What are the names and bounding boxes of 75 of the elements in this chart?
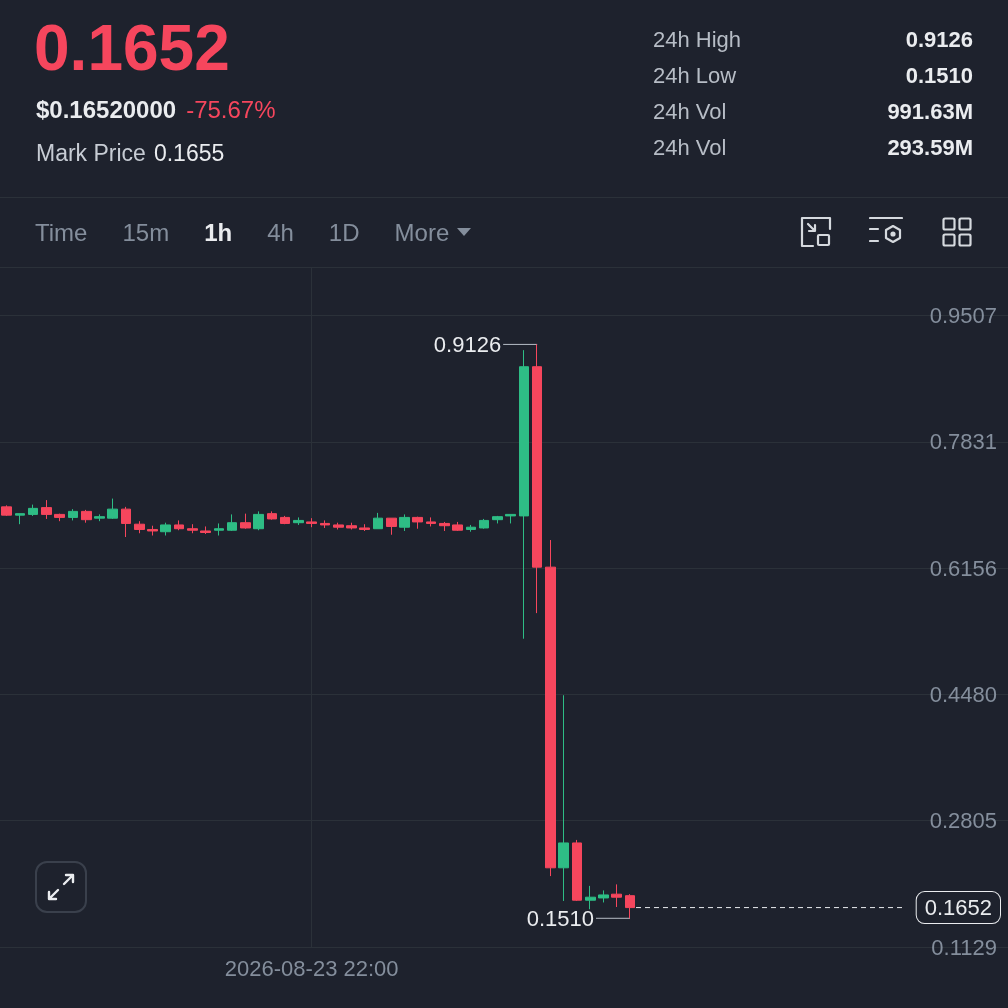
text: 24h High xyxy=(653,26,742,54)
candlestick xyxy=(439,521,450,532)
annotation: 0.9126 xyxy=(433,331,502,357)
candlestick xyxy=(359,523,370,532)
text: Mark Price 0.1655 xyxy=(36,140,225,166)
candlestick xyxy=(625,893,635,919)
text: 24h Low xyxy=(653,62,737,90)
text: 4h xyxy=(267,218,294,247)
candlestick xyxy=(572,839,582,902)
y-tick-label: 0.7831 xyxy=(929,429,997,455)
candlestick xyxy=(333,522,344,530)
text: 0.9126 xyxy=(905,26,973,54)
text: 1D xyxy=(328,218,360,247)
y-tick-label: 0.9507 xyxy=(929,303,997,329)
candlestick xyxy=(399,513,410,532)
candlestick xyxy=(15,513,25,525)
candlestick xyxy=(505,513,516,524)
annotation: 0.1510 xyxy=(526,905,594,931)
candlestick xyxy=(160,522,171,536)
candlestick xyxy=(134,520,145,534)
candlestick xyxy=(479,518,489,530)
candlestick xyxy=(280,515,290,525)
candlestick xyxy=(147,525,158,536)
candlestick xyxy=(28,504,38,517)
candlestick xyxy=(492,515,503,524)
candlestick xyxy=(426,516,436,527)
candlestick xyxy=(585,885,596,910)
ref-line-label: 0.1652 xyxy=(924,895,992,921)
candlestick xyxy=(81,509,92,524)
candlestick xyxy=(611,883,622,908)
text: 0.1652 xyxy=(34,12,230,84)
text: More xyxy=(394,218,450,247)
candlestick xyxy=(41,499,52,520)
candlestick xyxy=(412,516,423,530)
candlestick xyxy=(227,513,237,532)
y-tick-label: 0.2805 xyxy=(929,808,997,834)
text: Time xyxy=(35,218,88,247)
text: 293.59M xyxy=(887,134,973,162)
candlestick xyxy=(466,524,476,533)
candlestick xyxy=(545,539,556,877)
candlestick xyxy=(200,525,211,535)
candlestick xyxy=(452,521,463,532)
candlestick xyxy=(320,519,330,529)
text: 0.1510 xyxy=(905,62,973,90)
text: 991.63M xyxy=(887,98,973,126)
candlestick xyxy=(373,512,383,530)
candlestick xyxy=(1,504,12,517)
text: 1h xyxy=(204,218,233,247)
candlestick xyxy=(240,513,251,530)
candlestick xyxy=(214,522,224,536)
candlestick xyxy=(532,343,542,614)
candlestick xyxy=(121,506,131,538)
text: 15m xyxy=(122,218,170,247)
candlestick xyxy=(107,498,118,520)
candlestick xyxy=(174,519,184,531)
candlestick xyxy=(68,508,78,521)
candlestick xyxy=(54,513,65,522)
candlestick xyxy=(94,513,105,522)
candlestick xyxy=(598,889,609,903)
candlestick xyxy=(346,522,357,530)
candlestick xyxy=(558,694,569,902)
candlestick xyxy=(306,517,317,528)
y-tick-label: 0.6156 xyxy=(929,555,997,581)
candlestick xyxy=(267,510,277,521)
candlestick xyxy=(293,516,304,526)
candlestick xyxy=(187,523,198,534)
text: $0.16520000 -75.67% xyxy=(36,96,276,123)
text: 24h Vol xyxy=(653,98,727,126)
candlestick xyxy=(386,517,397,536)
x-tick-label: 2026-08-23 22:00 xyxy=(224,955,399,981)
text: 24h Vol xyxy=(653,134,727,162)
candlestick xyxy=(519,349,529,640)
y-tick-label: 0.1129 xyxy=(931,934,997,960)
candlestick xyxy=(253,510,264,531)
y-tick-label: 0.4480 xyxy=(929,681,997,707)
